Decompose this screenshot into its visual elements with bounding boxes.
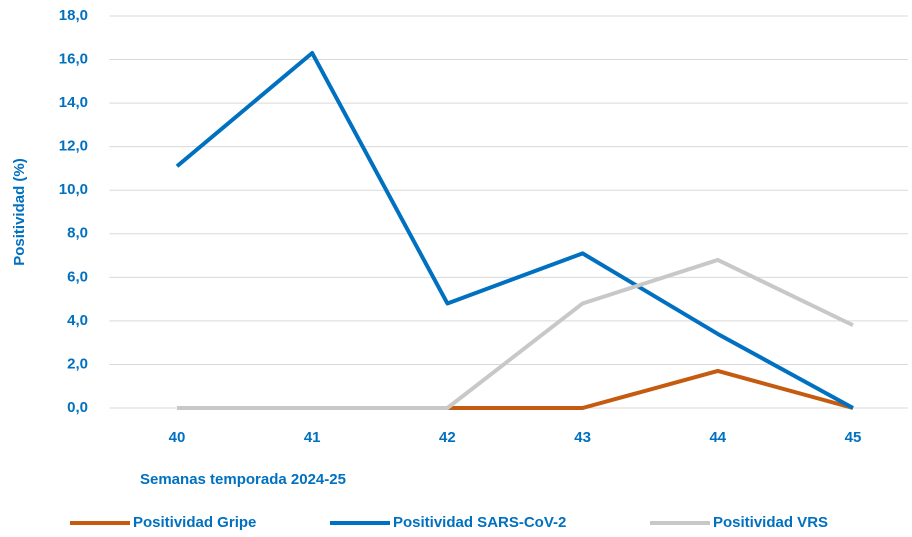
x-tick-label: 44 [709,429,726,446]
x-tick-label: 42 [439,429,456,446]
series-line [177,257,854,410]
series-line [175,51,854,410]
x-tick-label: 41 [304,429,321,446]
series-line [177,368,854,410]
legend-label: Positividad SARS-CoV-2 [393,514,566,531]
y-tick-label: 8,0 [67,225,88,242]
x-tick-label: 40 [169,429,186,446]
y-tick-label: 0,0 [67,399,88,416]
y-tick-label: 14,0 [59,94,88,111]
y-tick-label: 18,0 [59,7,88,24]
y-tick-label: 12,0 [59,138,88,155]
y-axis-label: Positividad (%) [11,158,28,266]
y-tick-label: 2,0 [67,355,88,372]
y-tick-label: 6,0 [67,268,88,285]
y-tick-label: 16,0 [59,51,88,68]
x-axis-label: Semanas temporada 2024-25 [140,471,346,488]
x-tick-label: 45 [845,429,862,446]
y-tick-label: 10,0 [59,181,88,198]
legend-label: Positividad Gripe [133,514,256,531]
x-tick-label: 43 [574,429,591,446]
legend-label: Positividad VRS [713,514,828,531]
y-tick-label: 4,0 [67,312,88,329]
